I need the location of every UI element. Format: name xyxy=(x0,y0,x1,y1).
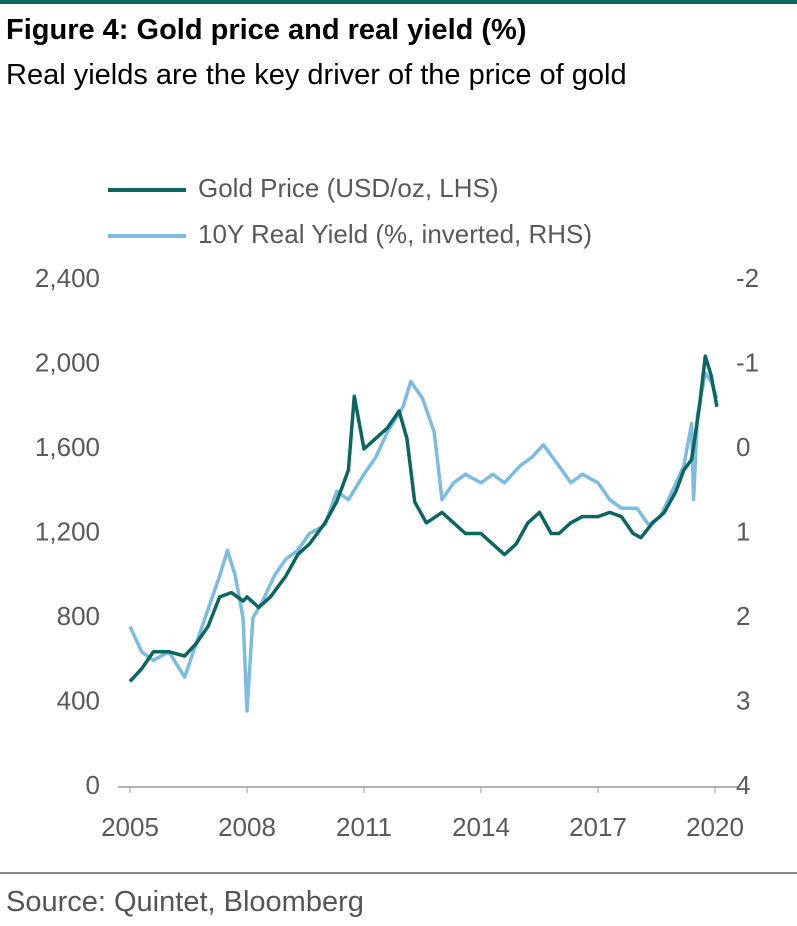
top-bar xyxy=(0,0,797,4)
x-tick-label: 2020 xyxy=(686,812,744,842)
chart-title: Figure 4: Gold price and real yield (%) xyxy=(6,14,527,46)
chart: 0 400 800 1,200 1,600 2,000 2,400 4 3 2 1 0 -1 -2 2005… xyxy=(35,173,759,842)
x-tick-label: 2005 xyxy=(101,812,159,842)
y-tick-label: 400 xyxy=(57,685,100,715)
y2-tick-label: 1 xyxy=(736,516,750,546)
y2-tick-label: 0 xyxy=(736,432,750,462)
series-line xyxy=(128,371,719,713)
chart-subtitle: Real yields are the key driver of the pr… xyxy=(6,59,627,91)
y-tick-label: 1,600 xyxy=(35,432,100,462)
y2-tick-label: 4 xyxy=(736,770,750,800)
y2-tick-label: -2 xyxy=(736,263,759,293)
y2-tick-label: 2 xyxy=(736,601,750,631)
legend-label: Gold Price (USD/oz, LHS) xyxy=(198,173,499,203)
y2-tick-label: -1 xyxy=(736,347,759,377)
x-tick-label: 2008 xyxy=(218,812,276,842)
y-tick-label: 1,200 xyxy=(35,516,100,546)
y2-tick-label: 3 xyxy=(736,685,750,715)
x-tick-label: 2011 xyxy=(336,812,392,842)
y-tick-label: 2,000 xyxy=(35,347,100,377)
x-tick-label: 2017 xyxy=(569,812,627,842)
series-line xyxy=(128,354,719,683)
y-tick-label: 800 xyxy=(57,601,100,631)
legend-label: 10Y Real Yield (%, inverted, RHS) xyxy=(198,219,592,249)
separator xyxy=(0,872,797,874)
y-tick-label: 2,400 xyxy=(35,263,100,293)
source: Source: Quintet, Bloomberg xyxy=(6,886,364,918)
x-tick-label: 2014 xyxy=(452,812,510,842)
y-tick-label: 0 xyxy=(86,770,100,800)
